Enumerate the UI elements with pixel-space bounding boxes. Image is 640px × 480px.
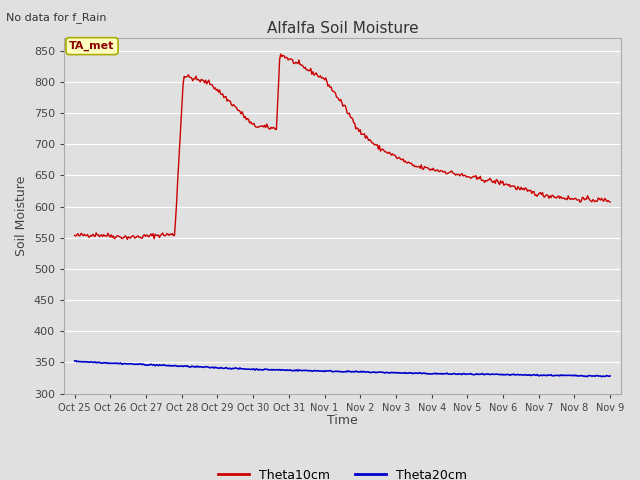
Text: No data for f_Rain: No data for f_Rain [6, 12, 107, 23]
Text: TA_met: TA_met [69, 41, 115, 51]
Y-axis label: Soil Moisture: Soil Moisture [15, 176, 28, 256]
X-axis label: Time: Time [327, 414, 358, 427]
Legend: Theta10cm, Theta20cm: Theta10cm, Theta20cm [212, 464, 472, 480]
Title: Alfalfa Soil Moisture: Alfalfa Soil Moisture [267, 21, 418, 36]
